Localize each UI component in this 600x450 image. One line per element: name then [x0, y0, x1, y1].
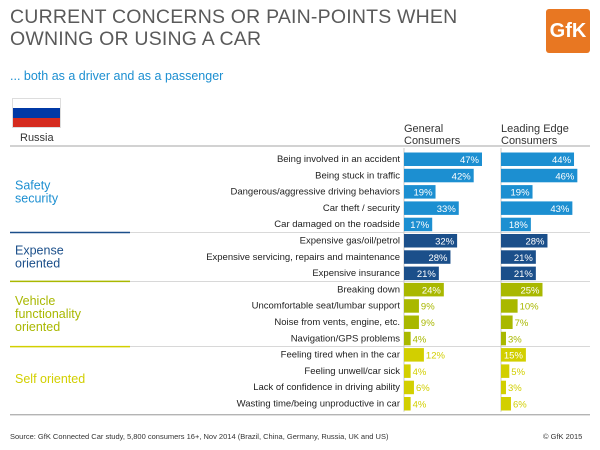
data-label-leading: 25%: [520, 285, 540, 296]
category-label: Expensive insurance: [312, 268, 400, 279]
group-label-1: Expense oriented: [15, 243, 64, 270]
data-label-general: 12%: [426, 351, 446, 362]
bar-general: [404, 380, 414, 395]
data-label-general: 9%: [421, 318, 435, 329]
group-label-0: Safety security: [15, 178, 59, 205]
bar-general: [404, 282, 444, 297]
bar-general: [404, 266, 439, 281]
bar-leading: [501, 364, 510, 378]
data-label-leading: 15%: [504, 351, 524, 362]
bar-leading: [501, 250, 536, 264]
data-label-general: 6%: [416, 383, 430, 394]
category-label: Expensive servicing, repairs and mainten…: [206, 252, 400, 263]
category-label: Wasting time/being unproductive in car: [237, 399, 400, 410]
data-label-general: 47%: [460, 155, 480, 166]
data-label-general: 4%: [413, 367, 427, 378]
category-label: Feeling unwell/car sick: [304, 366, 400, 377]
data-label-general: 19%: [414, 188, 434, 199]
bar-leading: [501, 397, 511, 411]
bar-general: [404, 331, 411, 346]
data-label-leading: 44%: [552, 155, 572, 166]
group-label-2: Vehicle functionality oriented: [15, 294, 82, 334]
bar-general: [404, 168, 474, 183]
category-label: Navigation/GPS problems: [291, 333, 401, 344]
bar-general: [404, 152, 482, 166]
category-label: Car theft / security: [323, 203, 400, 214]
data-label-general: 32%: [435, 237, 455, 248]
data-label-leading: 7%: [515, 318, 529, 329]
chart-title: CURRENT CONCERNS OR PAIN-POINTS WHEN OWN…: [10, 6, 458, 50]
category-label: Noise from vents, engine, etc.: [274, 317, 400, 328]
bar-general: [404, 348, 424, 362]
category-label: Dangerous/aggressive driving behaviors: [230, 187, 400, 198]
data-label-general: 28%: [428, 253, 448, 264]
bar-leading: [501, 299, 518, 313]
bar-general: [404, 201, 459, 215]
country-label: Russia: [20, 132, 54, 144]
gfk-logo: GfK: [546, 9, 590, 53]
bar-leading: [501, 331, 506, 346]
data-label-leading: 18%: [509, 220, 529, 231]
category-label: Breaking down: [337, 284, 400, 295]
data-label-general: 9%: [421, 302, 435, 313]
category-label: Car damaged on the roadside: [274, 219, 400, 230]
russia-flag-icon: [12, 98, 61, 128]
data-label-leading: 28%: [525, 237, 545, 248]
bar-leading: [501, 234, 548, 248]
bar-leading: [501, 217, 531, 232]
column-header-leading: Leading Edge Consumers: [501, 123, 569, 147]
bar-leading: [501, 266, 536, 281]
copyright: © GfK 2015: [543, 432, 583, 441]
bar-general: [404, 397, 411, 411]
chart-subtitle: ... both as a driver and as a passenger: [10, 69, 224, 83]
bar-leading: [501, 185, 533, 199]
bar-leading: [501, 168, 578, 183]
category-label: Being involved in an accident: [277, 154, 400, 165]
bar-leading: [501, 201, 573, 215]
data-label-general: 42%: [452, 171, 472, 182]
data-label-general: 4%: [413, 334, 427, 345]
data-label-leading: 3%: [508, 334, 522, 345]
bar-general: [404, 250, 451, 264]
bar-leading: [501, 380, 506, 395]
data-label-leading: 46%: [555, 171, 575, 182]
category-label: Expensive gas/oil/petrol: [300, 236, 400, 247]
data-label-general: 17%: [410, 220, 430, 231]
bar-general: [404, 217, 433, 232]
bar-leading: [501, 315, 513, 329]
data-label-general: 24%: [422, 285, 442, 296]
data-label-leading: 3%: [508, 383, 522, 394]
data-label-general: 21%: [417, 269, 437, 280]
data-label-general: 4%: [413, 400, 427, 411]
data-label-general: 33%: [437, 204, 457, 215]
source-note: Source: GfK Connected Car study, 5,800 c…: [10, 432, 389, 441]
bar-general: [404, 234, 458, 248]
data-label-leading: 10%: [520, 302, 540, 313]
group-label-3: Self oriented: [15, 372, 85, 386]
category-label: Being stuck in traffic: [315, 170, 400, 181]
data-label-leading: 21%: [514, 253, 534, 264]
data-label-leading: 21%: [514, 269, 534, 280]
data-label-leading: 43%: [550, 204, 570, 215]
data-label-leading: 5%: [511, 367, 525, 378]
bar-general: [404, 364, 411, 378]
bar-leading: [501, 348, 526, 362]
data-label-leading: 6%: [513, 400, 527, 411]
category-label: Lack of confidence in driving ability: [253, 382, 400, 393]
category-label: Uncomfortable seat/lumbar support: [252, 301, 401, 312]
bar-leading: [501, 152, 575, 166]
bar-leading: [501, 282, 543, 297]
bar-general: [404, 299, 419, 313]
data-label-leading: 19%: [511, 188, 531, 199]
bar-general: [404, 185, 436, 199]
category-label: Feeling tired when in the car: [281, 350, 400, 361]
bar-general: [404, 315, 419, 329]
column-header-general: General Consumers: [404, 123, 461, 147]
